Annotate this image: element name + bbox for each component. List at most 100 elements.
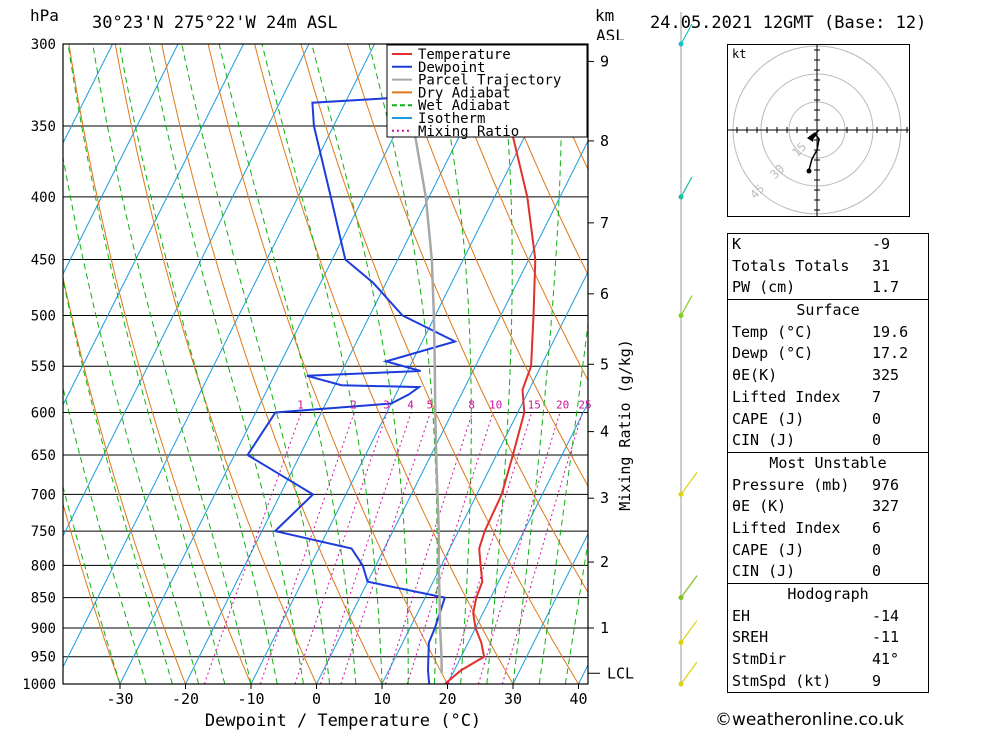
hodograph_stats-row: SREH -11 bbox=[728, 627, 928, 649]
x-tick-label: -20 bbox=[172, 690, 199, 708]
mixing-ratio-label: 3 bbox=[383, 398, 390, 411]
dry-adiabat-line bbox=[486, 44, 588, 276]
wind-barb bbox=[680, 295, 693, 316]
isotherm-line bbox=[250, 44, 572, 684]
x-tick-label: 20 bbox=[438, 690, 456, 708]
most_unstable-row: Lifted Index 6 bbox=[728, 518, 928, 540]
pressure-unit: hPa bbox=[30, 6, 59, 25]
pressure-tick-label: 450 bbox=[31, 253, 56, 269]
surface-row: CIN (J) 0 bbox=[728, 430, 928, 452]
indices-table: K -9 Totals Totals 31 PW (cm) 1.7 Surface Tem… bbox=[727, 233, 929, 694]
parcel-trajectory-line bbox=[396, 44, 443, 674]
mixing-ratio-line bbox=[259, 412, 355, 684]
wet-adiabat-line bbox=[368, 44, 438, 684]
most-unstable-title: Most Unstable bbox=[728, 451, 928, 475]
mixing-ratio-line bbox=[477, 412, 561, 684]
pressure-tick-label: 400 bbox=[31, 190, 56, 206]
row-value: 976 bbox=[872, 475, 900, 494]
wet-adiabat-line bbox=[119, 44, 278, 684]
row-label: Lifted Index bbox=[732, 518, 841, 537]
wet-adiabat-line bbox=[564, 539, 588, 684]
row-value: -11 bbox=[872, 628, 900, 647]
row-label: CIN (J) bbox=[732, 431, 796, 450]
pressure-tick-label: 550 bbox=[31, 359, 56, 375]
dry-adiabat-line bbox=[63, 274, 186, 684]
pressure-tick-label: 300 bbox=[31, 37, 56, 53]
dry-adiabat-line bbox=[951, 44, 1000, 684]
row-label: PW (cm) bbox=[732, 278, 796, 297]
pressure-tick-label: 800 bbox=[31, 558, 56, 574]
legend-label: Wet Adiabat bbox=[418, 98, 511, 114]
isotherm-line bbox=[185, 44, 506, 684]
legend-label: Mixing Ratio bbox=[418, 124, 519, 140]
mixing-ratio-line bbox=[203, 412, 302, 684]
wet-adiabat-line bbox=[92, 44, 252, 684]
km-tick-label: 5 bbox=[600, 355, 609, 373]
footer-copyright: ©weatheronline.co.uk bbox=[715, 710, 905, 730]
dry-adiabat-line bbox=[207, 44, 448, 684]
km-tick-label: 9 bbox=[600, 52, 609, 70]
row-label: Lifted Index bbox=[732, 387, 841, 406]
wet-adiabat-line bbox=[63, 385, 147, 684]
mixing-ratio-line bbox=[340, 412, 431, 684]
row-value: 9 bbox=[872, 671, 882, 690]
mixing-ratio-label: 25 bbox=[578, 398, 591, 411]
x-tick-label: -10 bbox=[237, 690, 264, 708]
most_unstable-row: CAPE (J) 0 bbox=[728, 540, 928, 562]
legend-label: Parcel Trajectory bbox=[418, 73, 561, 89]
isotherm-line bbox=[512, 532, 588, 684]
mixing-ratio-label: 20 bbox=[556, 398, 569, 411]
wind-barb bbox=[680, 472, 698, 495]
row-value: 0 bbox=[872, 409, 882, 428]
plot-frame bbox=[62, 43, 589, 685]
x-tick-label: 0 bbox=[312, 690, 321, 708]
wind-barb bbox=[680, 23, 693, 45]
mixing-ratio-label: 15 bbox=[528, 398, 541, 411]
most_unstable-row: θE (K) 327 bbox=[728, 496, 928, 518]
row-label: Totals Totals bbox=[732, 256, 850, 275]
isotherm-line bbox=[316, 139, 588, 684]
isotherm-line bbox=[63, 44, 375, 669]
x-tick-label: 40 bbox=[569, 690, 587, 708]
row-label: EH bbox=[732, 606, 751, 625]
asl-label: ASL bbox=[596, 26, 625, 40]
row-label: StmSpd (kt) bbox=[732, 671, 832, 690]
mixing-ratio-line bbox=[447, 412, 533, 684]
row-value: 41° bbox=[872, 650, 900, 669]
wind-barb bbox=[680, 620, 698, 643]
mixing-ratio-label: 2 bbox=[350, 398, 357, 411]
dry-adiabat-line bbox=[393, 44, 588, 488]
wet-adiabat-line bbox=[67, 44, 226, 684]
x-axis-label: Dewpoint / Temperature (°C) bbox=[205, 711, 481, 731]
wet-adiabat-line bbox=[261, 44, 383, 684]
pressure-tick-label: 700 bbox=[31, 487, 56, 503]
pressure-tick-label: 500 bbox=[31, 309, 56, 325]
isotherm-line bbox=[381, 270, 588, 684]
legend-label: Isotherm bbox=[418, 111, 485, 127]
row-label: θE(K) bbox=[732, 366, 778, 385]
pressure-tick-label: 900 bbox=[31, 621, 56, 637]
surface-row: Lifted Index 7 bbox=[728, 387, 928, 409]
location-title: 30°23'N 275°22'W 24m ASL bbox=[92, 13, 338, 33]
legend-label: Dry Adiabat bbox=[418, 85, 511, 101]
wet-adiabat-line bbox=[148, 44, 304, 684]
pressure-tick-label: 850 bbox=[31, 591, 56, 607]
mixing-ratio-label: 4 bbox=[407, 398, 414, 411]
hodograph_stats-row: StmDir 41° bbox=[728, 649, 928, 671]
km-tick-label: 1 bbox=[600, 619, 609, 637]
mixing-ratio-line bbox=[406, 412, 494, 684]
row-label: Temp (°C) bbox=[732, 322, 814, 341]
most_unstable-row: CIN (J) 0 bbox=[728, 561, 928, 583]
dry-adiabat-line bbox=[68, 44, 252, 684]
row-value: 1.7 bbox=[872, 278, 900, 297]
row-value: 19.6 bbox=[872, 322, 909, 341]
surface-row: Dewp (°C) 17.2 bbox=[728, 343, 928, 365]
wet-adiabat-line bbox=[538, 319, 588, 684]
mixing-ratio-label: 5 bbox=[426, 398, 433, 411]
row-label: SREH bbox=[732, 628, 769, 647]
datetime-title: 24.05.2021 12GMT (Base: 12) bbox=[650, 13, 926, 33]
wet-adiabat-line bbox=[311, 44, 409, 684]
dry-adiabat-line bbox=[63, 502, 121, 684]
pressure-tick-label: 650 bbox=[31, 448, 56, 464]
